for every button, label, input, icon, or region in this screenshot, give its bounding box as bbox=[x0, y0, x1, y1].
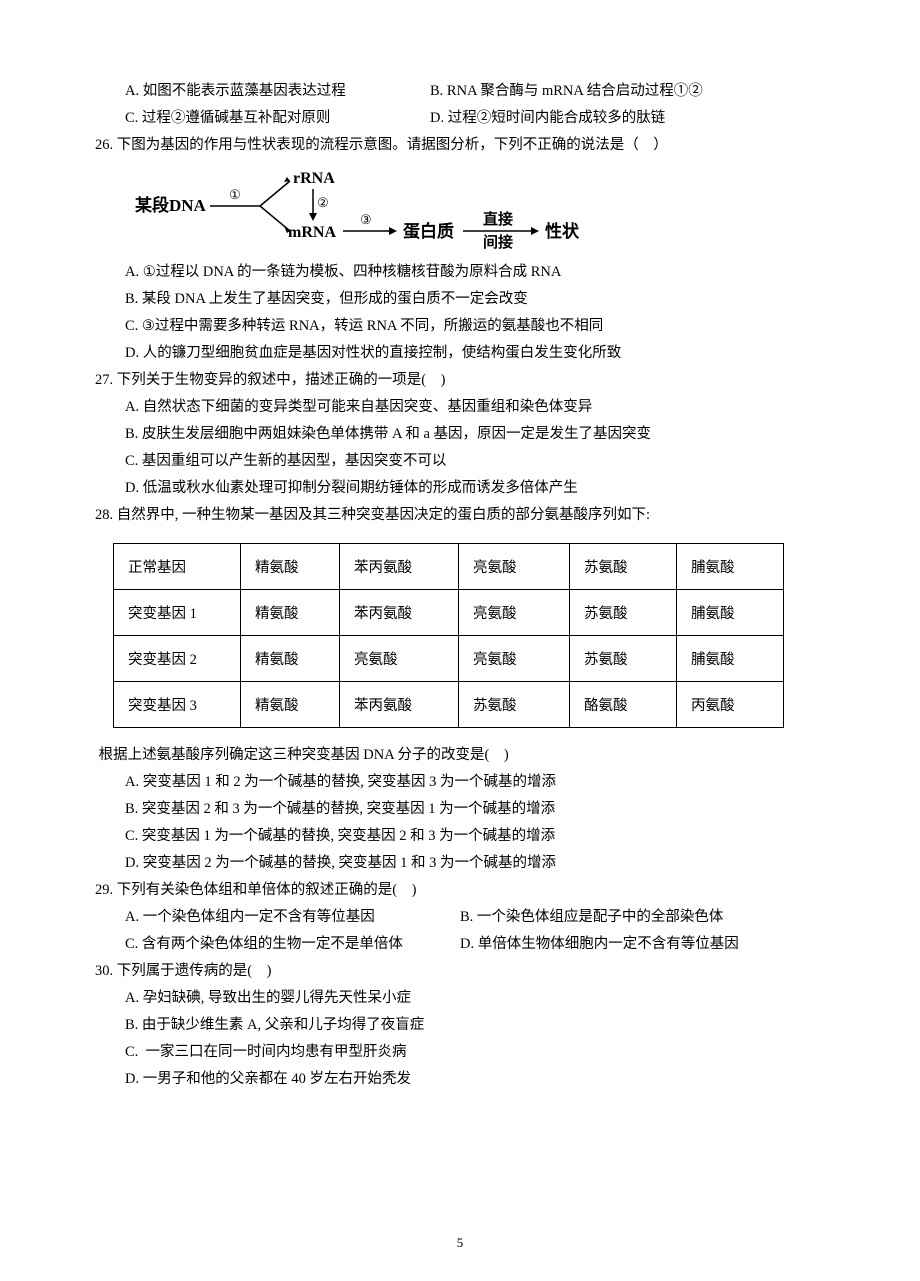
q28-c: C. 突变基因 1 为一个碱基的替换, 突变基因 2 和 3 为一个碱基的增添 bbox=[95, 823, 825, 850]
table-cell: 精氨酸 bbox=[241, 544, 340, 590]
table-cell: 苯丙氨酸 bbox=[340, 590, 459, 636]
q28-b: B. 突变基因 2 和 3 为一个碱基的替换, 突变基因 1 为一个碱基的增添 bbox=[95, 796, 825, 823]
table-cell: 精氨酸 bbox=[241, 682, 340, 728]
q29-row1: A. 一个染色体组内一定不含有等位基因 B. 一个染色体组应是配子中的全部染色体 bbox=[95, 904, 825, 931]
table-cell: 苯丙氨酸 bbox=[340, 682, 459, 728]
table-row: 突变基因 1精氨酸苯丙氨酸亮氨酸苏氨酸脯氨酸 bbox=[114, 590, 784, 636]
q27-b: B. 皮肤生发层细胞中两姐妹染色单体携带 A 和 a 基因，原因一定是发生了基因… bbox=[95, 421, 825, 448]
table-cell: 突变基因 1 bbox=[114, 590, 241, 636]
diagram-step1: ① bbox=[229, 187, 241, 202]
diagram-protein: 蛋白质 bbox=[403, 221, 454, 241]
q26-d: D. 人的镰刀型细胞贫血症是基因对性状的直接控制，使结构蛋白发生变化所致 bbox=[95, 340, 825, 367]
diagram-step2: ② bbox=[317, 195, 329, 210]
q29-stem: 29. 下列有关染色体组和单倍体的叙述正确的是( ) bbox=[95, 877, 825, 904]
q30-d: D. 一男子和他的父亲都在 40 岁左右开始秃发 bbox=[95, 1066, 825, 1093]
q30-a: A. 孕妇缺碘, 导致出生的婴儿得先天性呆小症 bbox=[95, 985, 825, 1012]
q28-d: D. 突变基因 2 为一个碱基的替换, 突变基因 1 和 3 为一个碱基的增添 bbox=[95, 850, 825, 877]
q28-a: A. 突变基因 1 和 2 为一个碱基的替换, 突变基因 3 为一个碱基的增添 bbox=[95, 769, 825, 796]
q27-stem: 27. 下列关于生物变异的叙述中，描述正确的一项是( ) bbox=[95, 367, 825, 394]
diagram-mrna: mRNA bbox=[288, 224, 336, 241]
diagram-direct: 直接 bbox=[483, 210, 513, 228]
table-cell: 苏氨酸 bbox=[459, 682, 570, 728]
table-cell: 苏氨酸 bbox=[570, 636, 677, 682]
q26-a: A. ①过程以 DNA 的一条链为模板、四种核糖核苷酸为原料合成 RNA bbox=[95, 259, 825, 286]
q26-stem: 26. 下图为基因的作用与性状表现的流程示意图。请据图分析，下列不正确的说法是（… bbox=[95, 132, 825, 159]
option-b: B. RNA 聚合酶与 mRNA 结合启动过程①② bbox=[430, 78, 825, 105]
table-cell: 突变基因 3 bbox=[114, 682, 241, 728]
diagram-trait: 性状 bbox=[545, 221, 580, 241]
table-cell: 酪氨酸 bbox=[570, 682, 677, 728]
table-cell: 突变基因 2 bbox=[114, 636, 241, 682]
q29-c: C. 含有两个染色体组的生物一定不是单倍体 bbox=[95, 931, 460, 958]
q30-stem: 30. 下列属于遗传病的是( ) bbox=[95, 958, 825, 985]
table-cell: 亮氨酸 bbox=[459, 590, 570, 636]
q29-row2: C. 含有两个染色体组的生物一定不是单倍体 D. 单倍体生物体细胞内一定不含有等… bbox=[95, 931, 825, 958]
option-c: C. 过程②遵循碱基互补配对原则 bbox=[95, 105, 430, 132]
prev-options-row2: C. 过程②遵循碱基互补配对原则 D. 过程②短时间内能合成较多的肽链 bbox=[95, 105, 825, 132]
table-cell: 精氨酸 bbox=[241, 590, 340, 636]
q29-b: B. 一个染色体组应是配子中的全部染色体 bbox=[460, 904, 825, 931]
table-cell: 脯氨酸 bbox=[677, 636, 784, 682]
q26-b: B. 某段 DNA 上发生了基因突变，但形成的蛋白质不一定会改变 bbox=[95, 286, 825, 313]
diagram-indirect: 间接 bbox=[483, 233, 513, 249]
q29-d: D. 单倍体生物体细胞内一定不含有等位基因 bbox=[460, 931, 825, 958]
table-cell: 亮氨酸 bbox=[340, 636, 459, 682]
q27-c: C. 基因重组可以产生新的基因型，基因突变不可以 bbox=[95, 448, 825, 475]
option-d: D. 过程②短时间内能合成较多的肽链 bbox=[430, 105, 825, 132]
table-cell: 苏氨酸 bbox=[570, 544, 677, 590]
exam-page: A. 如图不能表示蓝藻基因表达过程 B. RNA 聚合酶与 mRNA 结合启动过… bbox=[0, 0, 920, 1281]
table-cell: 亮氨酸 bbox=[459, 636, 570, 682]
table-cell: 精氨酸 bbox=[241, 636, 340, 682]
q30-b: B. 由于缺少维生素 A, 父亲和儿子均得了夜盲症 bbox=[95, 1012, 825, 1039]
q27-d: D. 低温或秋水仙素处理可抑制分裂间期纺锤体的形成而诱发多倍体产生 bbox=[95, 475, 825, 502]
q26-c: C. ③过程中需要多种转运 RNA，转运 RNA 不同，所搬运的氨基酸也不相同 bbox=[95, 313, 825, 340]
table-cell: 苏氨酸 bbox=[570, 590, 677, 636]
table-cell: 脯氨酸 bbox=[677, 590, 784, 636]
diagram-dna-label: 某段DNA bbox=[135, 195, 207, 215]
q28-table: 正常基因精氨酸苯丙氨酸亮氨酸苏氨酸脯氨酸突变基因 1精氨酸苯丙氨酸亮氨酸苏氨酸脯… bbox=[113, 543, 784, 728]
table-cell: 正常基因 bbox=[114, 544, 241, 590]
q28-stem: 28. 自然界中, 一种生物某一基因及其三种突变基因决定的蛋白质的部分氨基酸序列… bbox=[95, 502, 825, 529]
option-a: A. 如图不能表示蓝藻基因表达过程 bbox=[95, 78, 430, 105]
prev-options-row1: A. 如图不能表示蓝藻基因表达过程 B. RNA 聚合酶与 mRNA 结合启动过… bbox=[95, 78, 825, 105]
table-row: 突变基因 3精氨酸苯丙氨酸苏氨酸酪氨酸丙氨酸 bbox=[114, 682, 784, 728]
q29-a: A. 一个染色体组内一定不含有等位基因 bbox=[95, 904, 460, 931]
table-row: 正常基因精氨酸苯丙氨酸亮氨酸苏氨酸脯氨酸 bbox=[114, 544, 784, 590]
table-cell: 脯氨酸 bbox=[677, 544, 784, 590]
q26-diagram: 某段DNA ① rRNA ② mRNA ③ 蛋白质 直接 间接 bbox=[95, 159, 825, 259]
page-number: 5 bbox=[0, 1235, 920, 1251]
diagram-step3: ③ bbox=[360, 212, 372, 227]
table-cell: 亮氨酸 bbox=[459, 544, 570, 590]
q27-a: A. 自然状态下细菌的变异类型可能来自基因突变、基因重组和染色体变异 bbox=[95, 394, 825, 421]
q30-c: C. 一家三口在同一时间内均患有甲型肝炎病 bbox=[95, 1039, 825, 1066]
q28-follow: 根据上述氨基酸序列确定这三种突变基因 DNA 分子的改变是( ) bbox=[95, 742, 825, 769]
table-row: 突变基因 2精氨酸亮氨酸亮氨酸苏氨酸脯氨酸 bbox=[114, 636, 784, 682]
table-cell: 丙氨酸 bbox=[677, 682, 784, 728]
table-cell: 苯丙氨酸 bbox=[340, 544, 459, 590]
diagram-rrna: rRNA bbox=[293, 170, 335, 187]
